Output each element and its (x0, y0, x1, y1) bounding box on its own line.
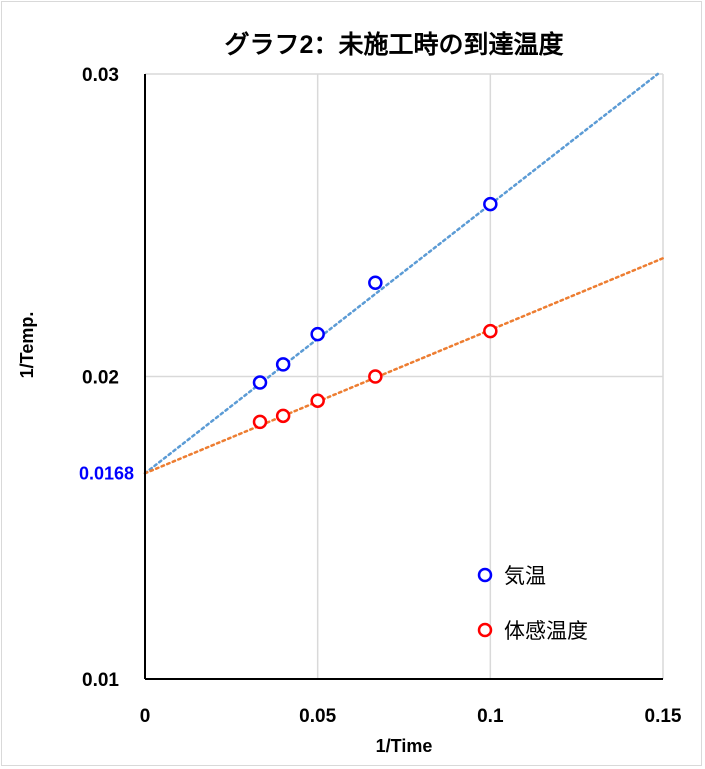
x-tick-label: 0 (140, 706, 151, 727)
data-point-series-2 (310, 393, 325, 408)
data-point-series-2 (368, 369, 383, 384)
data-point-series-1 (275, 357, 291, 372)
y-tick-label: 0.03 (82, 65, 119, 86)
data-point-series-1 (310, 326, 325, 342)
data-point-series-2 (275, 408, 291, 424)
data-point-series-1 (368, 275, 383, 290)
x-tick-label: 0.1 (477, 706, 504, 727)
legend: 気温 体感温度 (477, 565, 588, 643)
tick-labels: 0 0.05 0.1 0.15 0.01 0.02 0.03 (82, 65, 682, 727)
y-axis-label: 1/Temp. (17, 312, 37, 379)
trendlines (143, 72, 665, 475)
data-point-series-2 (483, 323, 498, 339)
y-tick-label: 0.02 (82, 368, 119, 389)
legend-marker-series-1 (477, 567, 493, 583)
legend-label-series-1: 気温 (504, 565, 546, 588)
legend-marker-series-2 (477, 622, 493, 638)
x-axis-label: 1/Time (376, 736, 433, 756)
data-points (252, 196, 498, 430)
trendline-series-1 (143, 72, 660, 475)
data-point-series-1 (483, 196, 498, 212)
y-tick-label: 0.01 (82, 670, 119, 691)
chart-title: グラフ2：未施工時の到達温度 (225, 30, 564, 59)
gridlines (145, 73, 664, 679)
data-point-series-2 (252, 414, 268, 430)
legend-label-series-2: 体感温度 (504, 620, 588, 643)
x-tick-label: 0.15 (645, 706, 682, 727)
x-tick-label: 0.05 (299, 706, 336, 727)
intercept-annotation: 0.0168 (79, 463, 134, 483)
data-point-series-1 (252, 375, 268, 390)
trendline-series-2 (143, 256, 665, 475)
axes (144, 74, 663, 680)
